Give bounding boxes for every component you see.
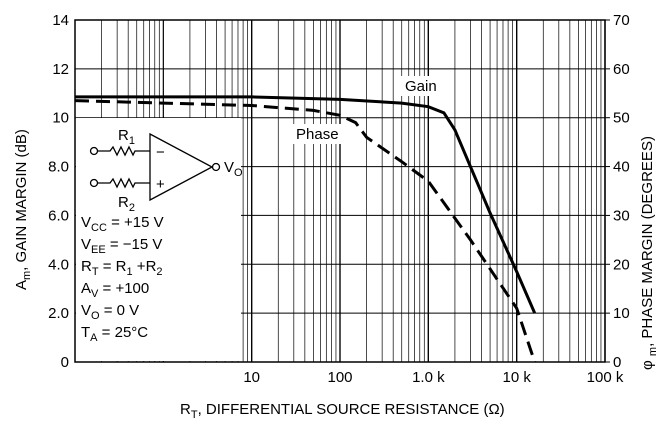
y2-axis-label-part: φ (639, 356, 656, 370)
r2-label-part: R (118, 194, 129, 211)
terminal (89, 146, 99, 156)
y2-axis-label-part: m (647, 347, 659, 356)
y2-tick-label: 10 (613, 305, 630, 322)
y-axis-label-part: , GAIN MARGIN (dB) (13, 129, 30, 271)
condition-part: R (81, 258, 92, 275)
y2-axis-label-part: , PHASE MARGIN (DEGREES) (639, 136, 656, 347)
y2-tick-label: 20 (613, 256, 630, 273)
y-tick-label: 2.0 (48, 305, 69, 322)
condition-part: V (91, 288, 99, 300)
resistor (98, 177, 150, 189)
resistor (98, 145, 150, 157)
condition-part: 1 (127, 266, 133, 278)
x-tick-label: 100 k (587, 369, 624, 386)
vo-label: VO (224, 159, 243, 179)
terminal (211, 162, 221, 172)
y-axis-label: Am, GAIN MARGIN (dB) (13, 129, 33, 290)
y-axis-label-part: m (21, 271, 33, 280)
condition-part: T (92, 266, 99, 278)
series-label: Phase (296, 126, 339, 143)
condition-part: = +15 V (107, 214, 164, 231)
plus-label: + (156, 176, 165, 193)
condition: VO = 0 V (81, 302, 139, 322)
vo-label-part: V (224, 159, 234, 176)
inset-box (76, 118, 241, 361)
condition: RT = R1 +R2 (81, 258, 163, 278)
x-tick-label: 1.0 k (412, 369, 445, 386)
condition-part: V (81, 214, 91, 231)
x-tick-label: 10 k (502, 369, 531, 386)
condition-part: = +100 (98, 280, 149, 297)
condition-part: CC (91, 222, 107, 234)
x-axis-label-part: , DIFFERENTIAL SOURCE RESISTANCE (Ω) (198, 401, 505, 418)
r2-label-part: 2 (129, 202, 135, 214)
minus-label: − (156, 144, 165, 161)
plot-frame (74, 19, 606, 363)
condition-part: A (81, 280, 91, 297)
condition-part: 2 (156, 266, 162, 278)
y2-tick-label: 50 (613, 110, 630, 127)
y-tick-label: 0 (61, 354, 69, 371)
condition-part: A (90, 332, 98, 344)
series-line (74, 99, 537, 363)
condition-part: = 25°C (98, 324, 149, 341)
label-bg (401, 76, 441, 96)
condition-part: = −15 V (106, 236, 163, 253)
series-label: Gain (405, 78, 437, 95)
y-tick-label: 8.0 (48, 159, 69, 176)
condition: TA = 25°C (81, 324, 148, 344)
condition-part: T (81, 324, 90, 341)
r1-label-part: 1 (129, 135, 135, 147)
r1-label: R1 (118, 127, 135, 147)
x-tick-label: 10 (243, 369, 260, 386)
x-axis-label-part: T (191, 409, 198, 421)
x-axis-label: RT, DIFFERENTIAL SOURCE RESISTANCE (Ω) (180, 401, 505, 421)
terminal (89, 178, 99, 188)
y-tick-label: 10 (52, 110, 69, 127)
y2-tick-label: 0 (613, 354, 621, 371)
condition-part: EE (91, 244, 106, 256)
y-tick-label: 12 (52, 61, 69, 78)
y-tick-label: 14 (52, 12, 69, 29)
vo-label-part: O (234, 167, 243, 179)
series-line (75, 95, 537, 314)
y2-axis-label: φ m, PHASE MARGIN (DEGREES) (639, 136, 659, 370)
y2-tick-label: 30 (613, 207, 630, 224)
y2-tick-label: 40 (613, 159, 630, 176)
y-tick-label: 4.0 (48, 256, 69, 273)
condition: VCC = +15 V (81, 214, 164, 234)
condition-part: O (91, 310, 100, 322)
label-bg (292, 124, 342, 144)
condition-part: = R (99, 258, 127, 275)
condition-part: V (81, 236, 91, 253)
y2-tick-label: 60 (613, 61, 630, 78)
x-tick-label: 100 (327, 369, 352, 386)
opamp (149, 132, 214, 202)
y2-tick-label: 70 (613, 12, 630, 29)
condition-part: = 0 V (100, 302, 140, 319)
schematic (89, 132, 221, 202)
y-tick-label: 6.0 (48, 207, 69, 224)
r1-label-part: R (118, 127, 129, 144)
condition-part: V (81, 302, 91, 319)
y-axis-label-part: A (13, 280, 30, 290)
condition-part: +R (133, 258, 157, 275)
x-axis-label-part: R (180, 401, 191, 418)
condition: VEE = −15 V (81, 236, 162, 256)
r2-label: R2 (118, 194, 135, 214)
condition: AV = +100 (81, 280, 149, 300)
